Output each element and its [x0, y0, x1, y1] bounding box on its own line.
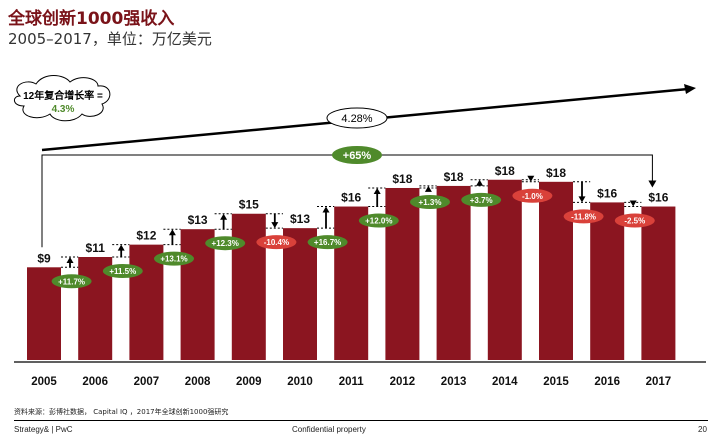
change-badge-4	[256, 235, 297, 250]
value-label-2009: $15	[239, 198, 259, 212]
arrow-head-3	[220, 213, 228, 220]
tick-label-2006: 2006	[82, 376, 108, 388]
tick-label-2014: 2014	[492, 376, 518, 388]
page-title: 全球创新1000强收入	[8, 9, 175, 29]
total-arrow-head	[648, 180, 657, 188]
bar-2008	[180, 229, 215, 360]
total-change-label: +65%	[343, 150, 372, 162]
bar-2015	[539, 181, 573, 360]
arrow-head-1	[117, 244, 125, 251]
change-label-11: -2.5%	[624, 217, 645, 226]
bar-2014	[487, 179, 522, 360]
tick-label-2005: 2005	[31, 376, 57, 388]
change-badge-7	[410, 194, 450, 209]
arrow-head-11	[629, 200, 637, 207]
tick-label-2007: 2007	[134, 376, 160, 388]
change-label-2: +13.1%	[160, 255, 187, 264]
source-note: 资料来源：彭博社数据， Capital IQ ，2017年全球创新1000强研究	[14, 408, 229, 416]
total-change-badge	[332, 146, 382, 164]
tick-label-2012: 2012	[390, 376, 416, 388]
arrow-head-6	[373, 187, 381, 194]
change-badge-11	[614, 213, 655, 228]
arrow-head-4	[271, 222, 279, 229]
tick-label-2017: 2017	[646, 376, 672, 388]
trend-label: 4.28%	[341, 113, 372, 125]
bar-2017	[641, 206, 676, 360]
tick-label-2010: 2010	[287, 376, 313, 388]
change-badge-3	[205, 236, 246, 251]
arrow-head-8	[476, 179, 484, 186]
tick-label-2016: 2016	[594, 376, 620, 388]
change-badge-6	[358, 213, 399, 228]
footer-divider	[14, 420, 708, 421]
arrow-head-7	[424, 185, 432, 192]
value-label-2005: $9	[37, 251, 51, 265]
change-badge-2	[154, 251, 194, 266]
change-badge-9	[512, 188, 553, 203]
tick-label-2009: 2009	[236, 376, 262, 388]
change-label-1: +11.5%	[109, 267, 136, 276]
page-number: 20	[698, 425, 707, 434]
arrow-head-0	[66, 257, 74, 263]
value-label-2008: $13	[188, 213, 208, 227]
change-label-9: -1.0%	[522, 192, 543, 201]
cagr-label: 12年复合增长率 =	[23, 89, 103, 102]
value-label-2017: $16	[648, 191, 668, 205]
value-label-2012: $18	[392, 172, 412, 186]
footer-confidential: Confidential property	[292, 425, 366, 434]
change-badge-8	[461, 192, 502, 207]
change-label-5: +16.7%	[314, 238, 341, 247]
value-label-2007: $12	[136, 229, 156, 243]
bar-2007	[129, 244, 164, 360]
footer-brand: Strategy& | PwC	[14, 425, 73, 434]
change-label-10: -11.8%	[571, 212, 596, 221]
tick-label-2015: 2015	[543, 376, 569, 388]
change-badge-1	[102, 264, 143, 278]
arrow-head-9	[527, 175, 535, 182]
bar-2013	[436, 185, 471, 360]
change-label-0: +11.7%	[58, 277, 85, 286]
cagr-cloud	[14, 75, 111, 122]
trend-arrow-head	[684, 84, 696, 94]
arrow-head-2	[168, 229, 176, 236]
page-subtitle: 2005–2017，单位：万亿美元	[8, 30, 212, 48]
value-label-2006: $11	[86, 241, 106, 255]
change-label-3: +12.3%	[212, 239, 239, 248]
tick-label-2008: 2008	[185, 376, 211, 388]
value-label-2016: $16	[597, 186, 617, 200]
value-label-2013: $18	[444, 170, 464, 184]
arrow-head-10	[578, 196, 586, 203]
tick-label-2011: 2011	[339, 376, 365, 388]
value-label-2014: $18	[495, 164, 515, 178]
value-label-2011: $16	[341, 191, 361, 205]
value-label-2010: $13	[290, 212, 310, 226]
arrow-head-5	[322, 206, 330, 213]
value-label-2015: $18	[546, 166, 566, 180]
bar-2010	[283, 228, 317, 360]
change-badge-10	[563, 209, 604, 224]
change-badge-0	[51, 274, 92, 289]
bar-2011	[334, 206, 369, 360]
trend-label-bubble	[326, 107, 388, 129]
cagr-value: 4.3%	[52, 104, 75, 115]
change-label-6: +12.0%	[365, 217, 392, 226]
bar-2016	[590, 202, 625, 360]
change-label-4: -10.4%	[264, 238, 289, 247]
change-label-8: +3.7%	[470, 196, 493, 205]
change-badge-5	[307, 235, 348, 250]
tick-label-2013: 2013	[441, 376, 467, 388]
bar-2012	[385, 187, 420, 360]
bar-2009	[231, 213, 266, 360]
change-label-7: +1.3%	[419, 198, 442, 207]
